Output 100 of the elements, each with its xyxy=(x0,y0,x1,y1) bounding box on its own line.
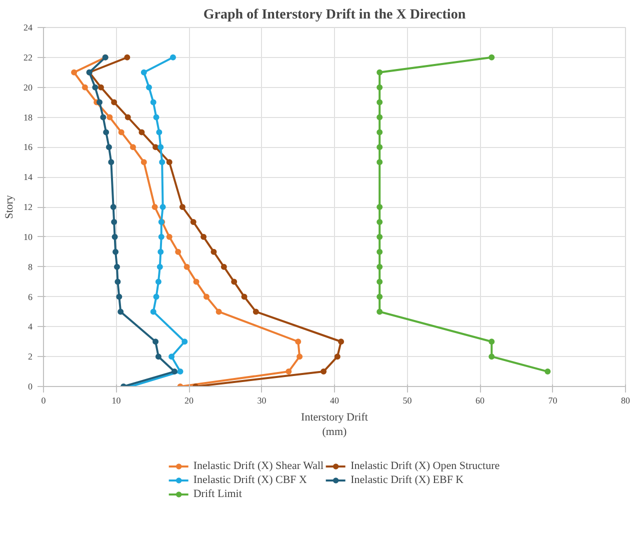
point xyxy=(376,69,383,76)
legend-label: Inelastic Drift (X) Open Structure xyxy=(350,460,500,472)
point xyxy=(112,248,119,255)
legend-label: Inelastic Drift (X) Shear Wall xyxy=(193,460,324,472)
point xyxy=(110,204,116,210)
point xyxy=(130,144,136,150)
point xyxy=(152,144,159,150)
point xyxy=(114,278,121,285)
point xyxy=(376,144,383,150)
x-tick-label: 10 xyxy=(112,396,122,406)
point xyxy=(334,354,340,360)
point xyxy=(216,308,222,315)
point xyxy=(193,278,200,285)
point xyxy=(179,204,186,210)
point xyxy=(286,368,292,375)
point xyxy=(124,54,130,60)
chart-title: Graph of Interstory Drift in the X Direction xyxy=(203,8,466,22)
point xyxy=(98,84,104,90)
point xyxy=(158,234,164,240)
point xyxy=(155,278,162,285)
y-tick-label: 10 xyxy=(24,232,33,242)
point xyxy=(241,294,248,300)
y-tick-label: 12 xyxy=(24,202,32,212)
point xyxy=(376,204,383,210)
x-tick-label: 80 xyxy=(621,396,630,406)
x-tick-label: 60 xyxy=(476,396,485,406)
point xyxy=(155,354,162,360)
point xyxy=(166,159,172,166)
point xyxy=(156,264,163,270)
point xyxy=(376,159,383,166)
point xyxy=(376,264,383,270)
point xyxy=(168,354,175,360)
y-tick-label: 18 xyxy=(24,112,33,122)
point xyxy=(376,234,383,240)
x-axis-title: Interstory Drift (mm) xyxy=(301,412,368,438)
y-tick-label: 24 xyxy=(24,22,33,32)
point xyxy=(376,114,383,120)
point xyxy=(376,248,383,255)
point xyxy=(376,308,383,315)
point xyxy=(146,84,152,90)
y-tick-label: 2 xyxy=(28,352,32,362)
point xyxy=(376,278,383,285)
x-tick-label: 70 xyxy=(548,396,558,406)
point xyxy=(296,354,303,360)
point xyxy=(376,129,383,136)
point xyxy=(152,204,158,210)
point xyxy=(71,69,78,76)
point xyxy=(118,308,124,315)
point xyxy=(295,338,302,345)
point xyxy=(150,308,156,315)
point xyxy=(177,368,184,375)
point xyxy=(100,114,106,120)
point xyxy=(210,248,217,255)
point xyxy=(140,159,147,166)
point xyxy=(92,84,98,90)
point xyxy=(108,159,114,166)
point xyxy=(138,129,145,136)
point xyxy=(96,99,103,106)
point xyxy=(103,129,110,136)
point xyxy=(156,129,162,136)
y-tick-label: 0 xyxy=(28,382,33,392)
point xyxy=(320,368,327,375)
point xyxy=(488,354,495,360)
point xyxy=(376,218,383,225)
point xyxy=(184,264,190,270)
point xyxy=(160,204,166,210)
point xyxy=(544,368,551,375)
point xyxy=(170,54,176,60)
y-tick-label: 20 xyxy=(24,82,33,92)
point xyxy=(106,114,113,120)
legend-label: Inelastic Drift (X) CBF X xyxy=(193,474,307,486)
point xyxy=(112,234,118,240)
point xyxy=(190,218,196,225)
point xyxy=(158,248,164,255)
point xyxy=(153,294,160,300)
point xyxy=(175,248,182,255)
point xyxy=(231,278,238,285)
point xyxy=(124,114,131,120)
point xyxy=(111,99,118,106)
point xyxy=(376,84,383,90)
y-tick-label: 14 xyxy=(24,172,33,182)
point xyxy=(200,234,207,240)
point xyxy=(111,218,118,225)
point xyxy=(338,338,344,345)
y-tick-label: 16 xyxy=(24,142,33,152)
point xyxy=(376,99,383,106)
point xyxy=(166,234,172,240)
point xyxy=(82,84,88,90)
x-tick-label: 20 xyxy=(184,396,194,406)
y-tick-label: 8 xyxy=(28,262,33,272)
point xyxy=(118,129,124,136)
point xyxy=(106,144,112,150)
point xyxy=(220,264,227,270)
point xyxy=(488,338,495,345)
point xyxy=(116,294,122,300)
y-axis-title: Story xyxy=(4,194,16,219)
point xyxy=(252,308,259,315)
point xyxy=(152,338,159,345)
y-tick-label: 6 xyxy=(28,292,33,302)
x-tick-label: 50 xyxy=(402,396,412,406)
